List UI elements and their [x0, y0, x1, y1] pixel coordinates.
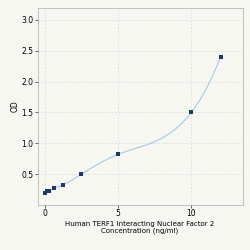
Point — [189, 110, 193, 114]
Point — [45, 190, 49, 194]
Point — [80, 172, 84, 176]
X-axis label: Human TERF1 Interacting Nuclear Factor 2
Concentration (ng/ml): Human TERF1 Interacting Nuclear Factor 2… — [66, 221, 214, 234]
Point — [43, 191, 47, 195]
Y-axis label: OD: OD — [11, 100, 20, 112]
Point — [218, 55, 222, 59]
Point — [61, 183, 65, 187]
Point — [48, 189, 52, 193]
Point — [116, 152, 120, 156]
Point — [52, 186, 56, 190]
